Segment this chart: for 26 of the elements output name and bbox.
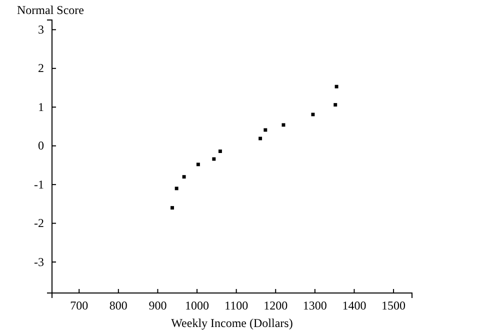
point bbox=[334, 103, 338, 107]
x-tick-label: 1100 bbox=[224, 298, 248, 313]
x-tick-label: 1000 bbox=[185, 298, 210, 313]
point bbox=[218, 150, 222, 154]
x-tick-label: 700 bbox=[70, 298, 88, 313]
y-tick-label: -2 bbox=[34, 216, 44, 230]
x-tick-label: 1200 bbox=[264, 298, 288, 313]
y-tick-label: -1 bbox=[34, 177, 44, 192]
y-axis-title: Normal Score bbox=[17, 3, 84, 17]
point bbox=[174, 186, 178, 190]
point bbox=[182, 175, 186, 179]
point bbox=[264, 128, 268, 132]
x-tick-label: 1400 bbox=[342, 298, 366, 313]
y-tick-label: 1 bbox=[38, 100, 44, 114]
x-axis-title: Weekly Income (Dollars) bbox=[171, 316, 293, 330]
x-tick-label: 1300 bbox=[302, 298, 327, 313]
point bbox=[334, 84, 338, 88]
point bbox=[170, 206, 174, 210]
y-tick-label: 2 bbox=[38, 61, 44, 76]
x-tick-label: 900 bbox=[148, 298, 167, 313]
y-tick-label: 0 bbox=[38, 138, 44, 153]
y-tick-label: -3 bbox=[34, 254, 44, 269]
x-tick-label: 800 bbox=[109, 298, 128, 313]
y-tick-label: 3 bbox=[38, 22, 44, 37]
point bbox=[196, 162, 200, 166]
x-tick-label: 1500 bbox=[382, 298, 406, 313]
